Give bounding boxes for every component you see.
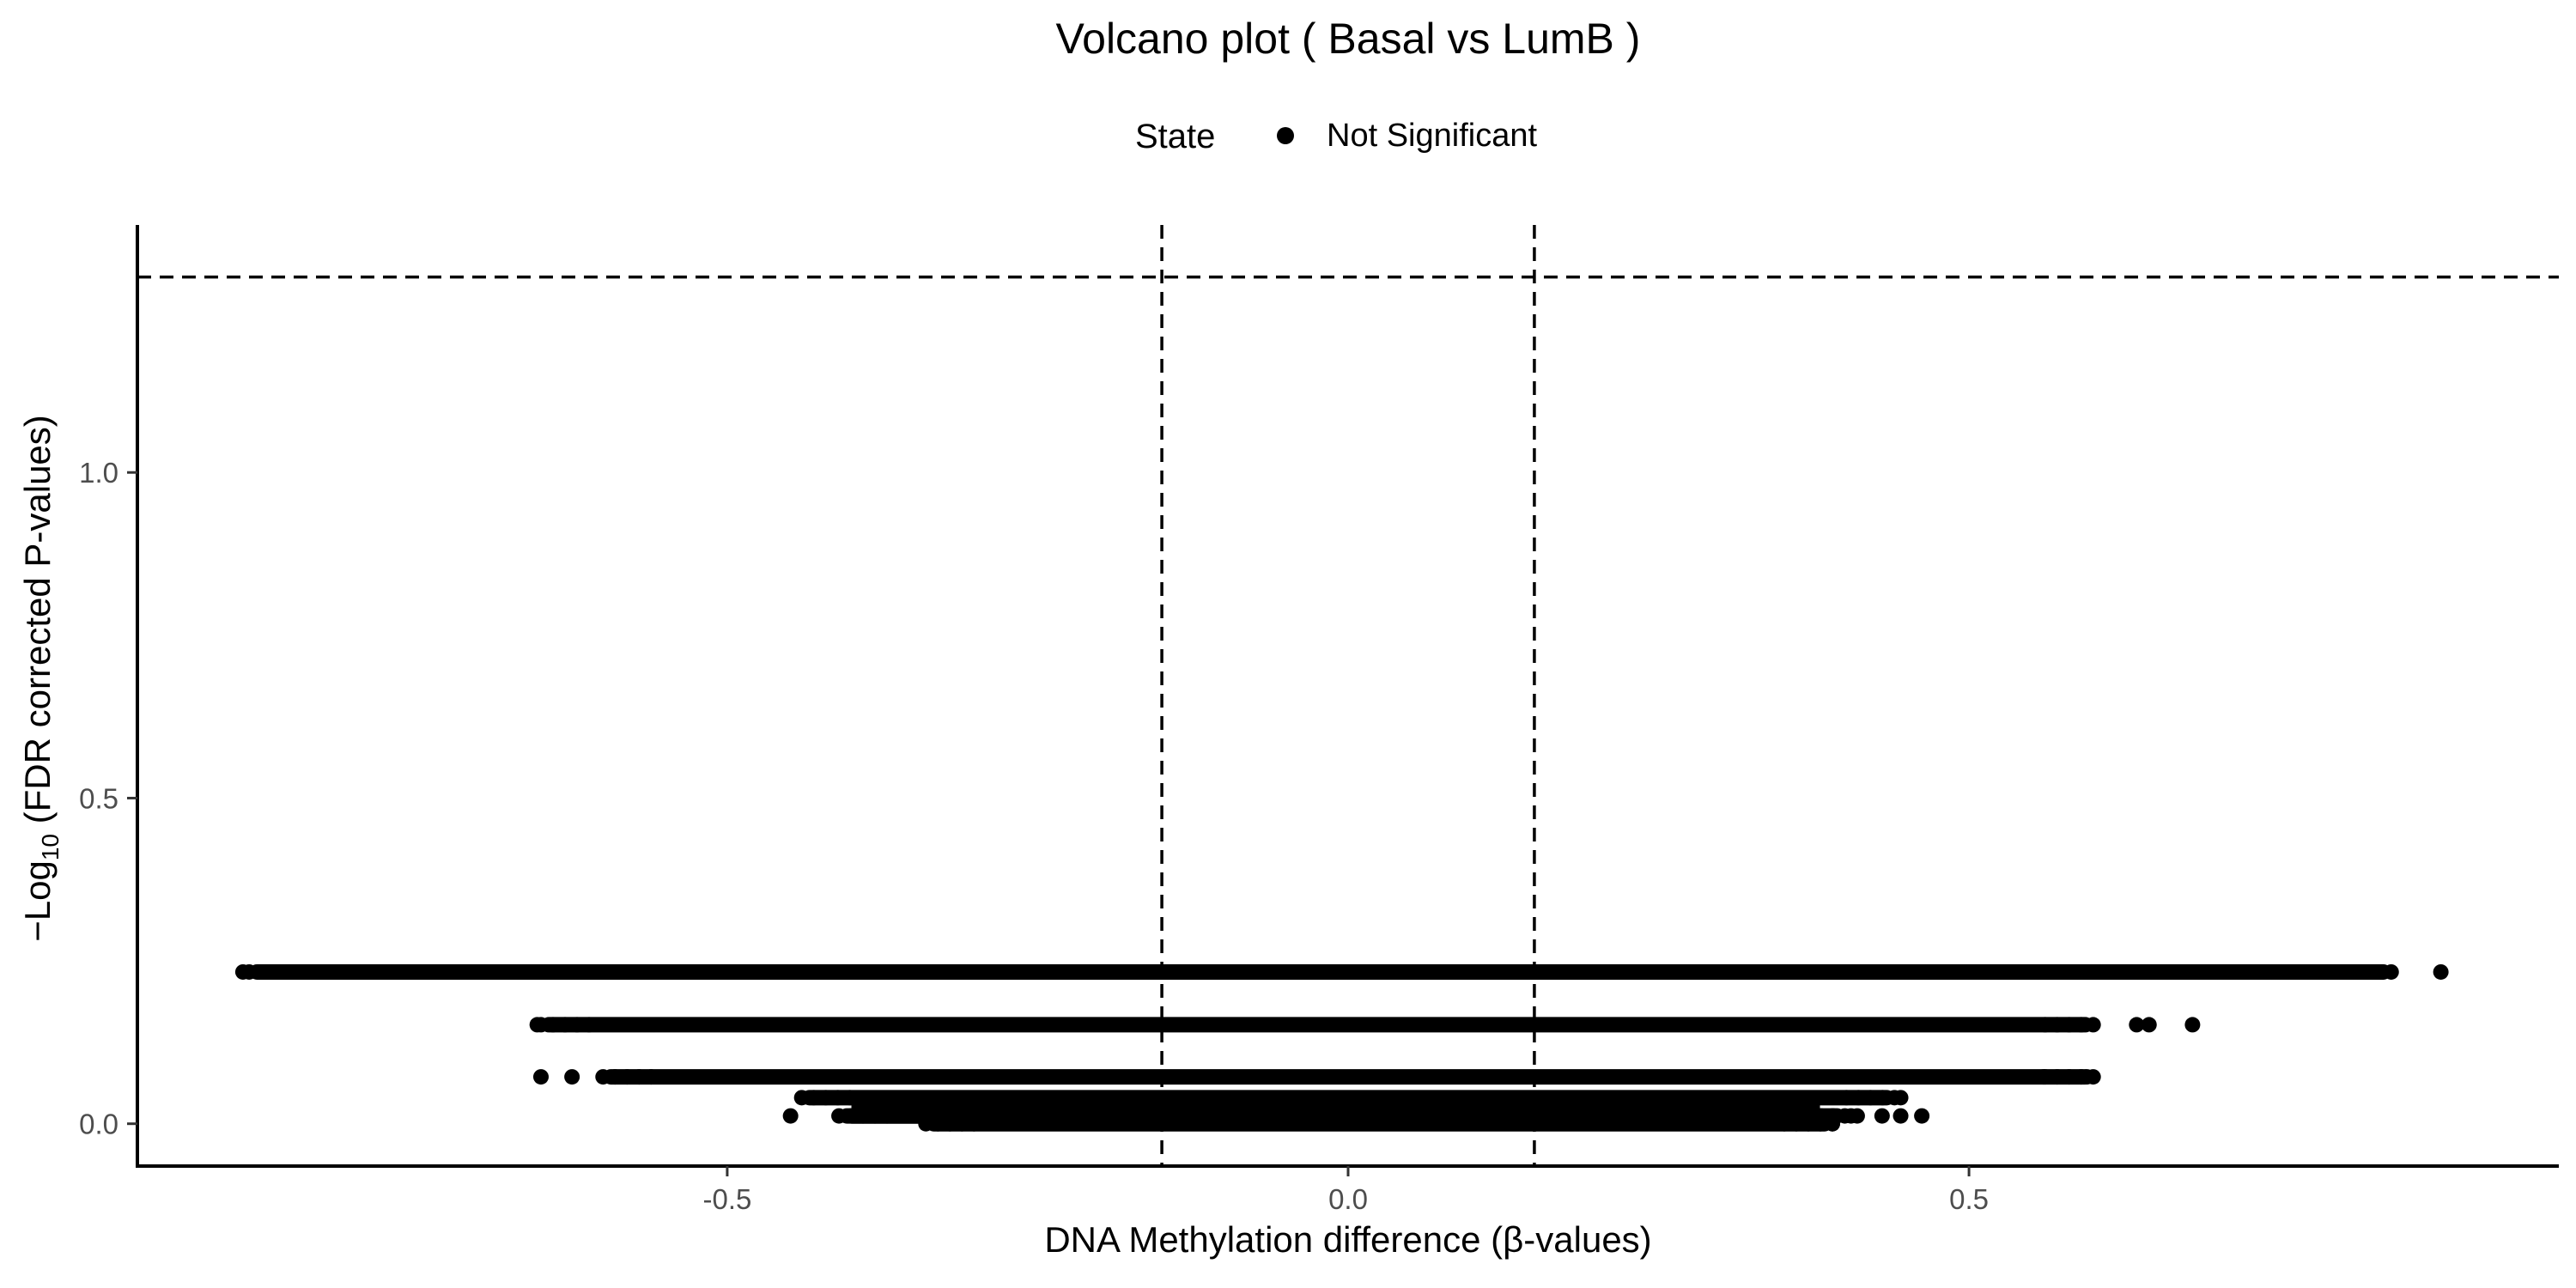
data-point <box>2184 1017 2201 1033</box>
data-point <box>1838 1090 1855 1106</box>
data-point <box>1874 1090 1891 1106</box>
data-point <box>1893 1108 1909 1124</box>
x-axis-ticks: -0.5 0.0 0.5 <box>702 1166 1989 1215</box>
data-point <box>569 1017 585 1033</box>
data-point <box>631 1069 647 1085</box>
data-point <box>1874 1108 1890 1124</box>
data-point <box>2079 1069 2095 1085</box>
data-point <box>793 1090 810 1106</box>
data-point <box>2141 1017 2157 1033</box>
data-point <box>643 1069 659 1085</box>
y-tick-label: 0.5 <box>79 782 118 814</box>
x-tick-label: -0.5 <box>702 1183 751 1215</box>
data-point <box>253 963 270 980</box>
data-point <box>2049 1069 2065 1085</box>
x-tick-label: 0.5 <box>1949 1183 1989 1215</box>
y-tick-label: 0.0 <box>79 1109 118 1140</box>
data-point <box>2061 1069 2077 1085</box>
data-point <box>1850 1090 1867 1106</box>
x-axis-title: DNA Methylation difference (β-values) <box>1044 1219 1651 1260</box>
data-point-cluster <box>851 1097 1820 1124</box>
data-point <box>529 1017 545 1033</box>
reference-lines <box>137 225 2559 1166</box>
data-point <box>829 1090 846 1106</box>
point-band <box>533 1069 2101 1085</box>
point-band <box>851 1097 1820 1124</box>
legend-title: State <box>1135 118 1215 155</box>
data-point <box>2347 963 2363 980</box>
data-point <box>2061 1017 2077 1033</box>
data-point <box>581 1017 597 1033</box>
chart-title: Volcano plot ( Basal vs LumB ) <box>1056 15 1641 63</box>
data-point <box>557 1017 573 1033</box>
legend-label-not-significant: Not Significant <box>1327 118 1537 154</box>
data-point <box>533 1069 549 1085</box>
x-tick-label: 0.0 <box>1328 1183 1368 1215</box>
data-point-cluster <box>603 1069 2093 1085</box>
legend: State Not Significant <box>1135 118 1537 155</box>
data-point <box>1825 1115 1840 1132</box>
data-point <box>607 1069 623 1085</box>
data-point <box>1914 1108 1930 1124</box>
data-point <box>595 1069 611 1085</box>
data-point <box>619 1069 635 1085</box>
data-point <box>2371 963 2387 980</box>
data-point <box>782 1108 799 1124</box>
y-axis-title-subscript: 10 <box>37 834 64 860</box>
data-point <box>2073 1017 2089 1033</box>
data-point <box>1893 1090 1909 1106</box>
data-point-cluster <box>249 963 2391 980</box>
data-point <box>805 1090 822 1106</box>
data-point <box>1862 1090 1879 1106</box>
point-band <box>234 963 2449 980</box>
data-point <box>234 963 251 980</box>
data-point <box>831 1108 848 1124</box>
data-point <box>2383 963 2399 980</box>
data-point <box>2037 1017 2053 1033</box>
data-point <box>2035 1069 2051 1085</box>
data-point <box>2129 1017 2145 1033</box>
data-point <box>545 1017 561 1033</box>
data-point <box>2358 963 2374 980</box>
point-band <box>529 1017 2201 1033</box>
data-point <box>2085 1017 2101 1033</box>
y-axis-title-suffix: (FDR corrected P-values) <box>17 415 58 834</box>
data-point-cluster <box>541 1017 2093 1033</box>
data-point <box>2049 1017 2065 1033</box>
y-tick-label: 1.0 <box>79 457 118 489</box>
y-axis-title-prefix: −Log <box>17 860 58 942</box>
data-point <box>2433 963 2449 980</box>
data-point <box>289 963 306 980</box>
data-point <box>817 1090 834 1106</box>
y-axis-title: −Log10 (FDR corrected P-values) <box>17 415 64 942</box>
data-point <box>272 963 289 980</box>
data-point <box>1849 1108 1865 1124</box>
data-points <box>234 963 2449 1132</box>
legend-key-not-significant <box>1277 127 1294 144</box>
y-axis-ticks: 0.0 0.5 1.0 <box>79 457 137 1140</box>
data-point <box>564 1069 580 1085</box>
data-point <box>2335 963 2351 980</box>
